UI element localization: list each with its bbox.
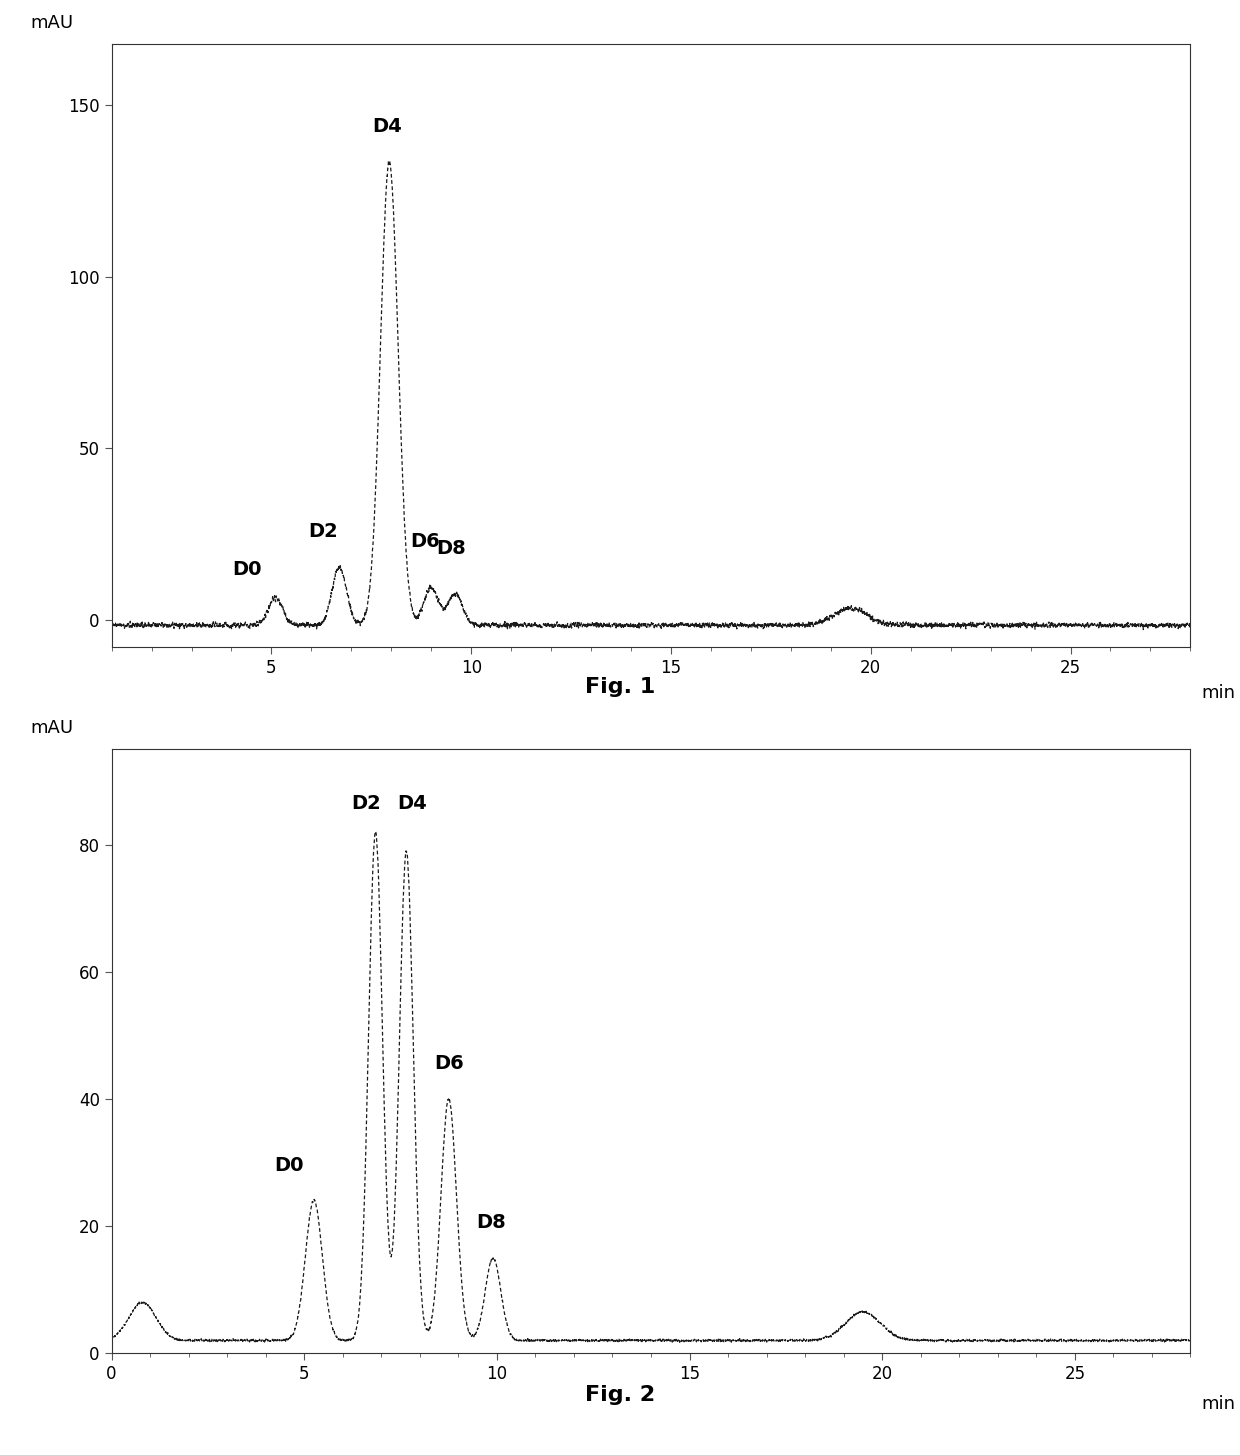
Text: Fig. 2: Fig. 2 xyxy=(585,1385,655,1406)
Text: min: min xyxy=(1202,1395,1235,1413)
Text: D6: D6 xyxy=(434,1055,464,1074)
Text: min: min xyxy=(1202,684,1235,701)
Text: D8: D8 xyxy=(436,540,466,559)
Y-axis label: mAU: mAU xyxy=(31,13,74,32)
Text: D0: D0 xyxy=(274,1157,304,1176)
Text: D6: D6 xyxy=(410,533,440,551)
Text: D0: D0 xyxy=(233,560,262,579)
Y-axis label: mAU: mAU xyxy=(31,719,74,738)
Text: D8: D8 xyxy=(476,1213,506,1232)
Text: D2: D2 xyxy=(309,522,339,541)
Text: D4: D4 xyxy=(397,794,427,813)
Text: D4: D4 xyxy=(372,118,402,137)
Text: D2: D2 xyxy=(351,794,381,813)
Text: Fig. 1: Fig. 1 xyxy=(585,677,655,697)
